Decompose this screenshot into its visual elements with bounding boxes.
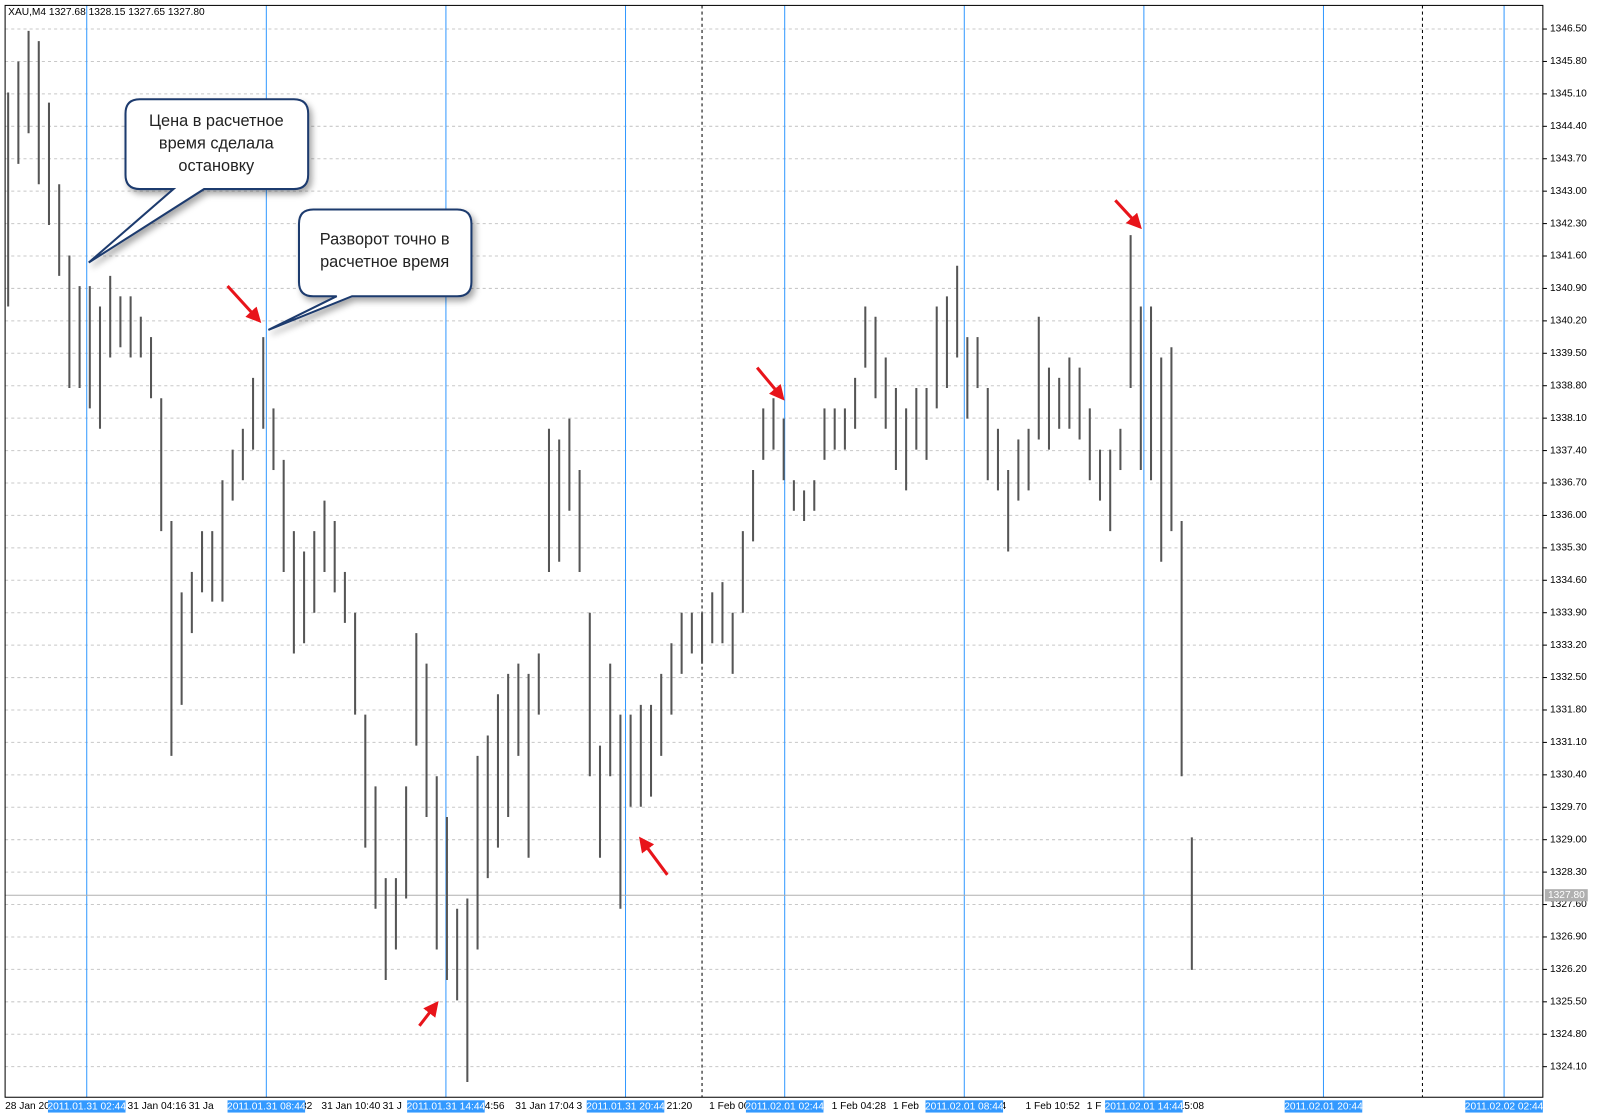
x-tick-label: 1 Feb 10:52 — [1026, 1101, 1081, 1112]
y-tick-label: 1326.20 — [1550, 964, 1587, 975]
x-tick-label: 31 Jan 10:40 — [321, 1101, 380, 1112]
y-tick-label: 1324.80 — [1550, 1029, 1587, 1040]
y-tick-label: 1330.40 — [1550, 770, 1587, 781]
arrow — [418, 1000, 439, 1027]
x-tick-label: 1 F — [1087, 1101, 1102, 1112]
y-tick-label: 1343.70 — [1550, 153, 1587, 164]
y-tick-label: 1329.70 — [1550, 802, 1587, 813]
y-tick-label: 1344.40 — [1550, 121, 1587, 132]
x-tick-label: 31 J — [383, 1101, 402, 1112]
red-arrows — [226, 199, 1142, 1027]
arrow — [1114, 199, 1142, 230]
x-tick-label: 28 Jan 201 — [5, 1101, 56, 1112]
x-tick-label: 3 — [577, 1101, 583, 1112]
y-tick-label: 1337.40 — [1550, 445, 1587, 456]
labels: 1346.50 1345.80 1345.10 1344.40 1343.70 1343.… — [5, 24, 1588, 1113]
x-tick-label: 32 — [301, 1101, 313, 1112]
y-tick-label: 1331.80 — [1550, 705, 1587, 716]
x-tick-label: 31 Jan 04:16 — [128, 1101, 187, 1112]
callout-text: время сделала — [159, 134, 275, 152]
x-tick-label: 1 Feb 04:28 — [832, 1101, 887, 1112]
time-line-label: 2011.01.31 14:44 — [407, 1102, 486, 1113]
y-tick-label: 1339.50 — [1550, 348, 1587, 359]
time-line-label-bg — [407, 1100, 485, 1113]
time-line-label-bg — [227, 1100, 306, 1113]
y-tick-label: 1338.10 — [1550, 413, 1587, 424]
y-tick-label: 1332.50 — [1550, 672, 1587, 683]
y-tick-label: 1331.10 — [1550, 737, 1587, 748]
y-tick-label: 1345.10 — [1550, 89, 1587, 100]
y-tick-label: 1329.00 — [1550, 834, 1587, 845]
y-tick-label: 1341.60 — [1550, 251, 1587, 262]
arrow — [638, 836, 669, 876]
time-line-label: 2011.01.31 08:44 — [227, 1102, 306, 1113]
x-tick-label: 1 Feb 00 — [709, 1101, 750, 1112]
y-tick-label: 1340.90 — [1550, 283, 1587, 294]
time-line-label: 2011.02.02 02:44 — [1465, 1102, 1544, 1113]
time-line-label: 2011.02.01 20:44 — [1284, 1102, 1363, 1113]
grid — [5, 5, 1547, 1098]
y-tick-label: 1328.30 — [1550, 867, 1587, 878]
y-tick-label: 1324.10 — [1550, 1061, 1587, 1072]
y-tick-label: 1336.70 — [1550, 478, 1587, 489]
callout — [267, 208, 473, 331]
y-tick-label: 1345.80 — [1550, 56, 1587, 67]
arrow — [755, 366, 785, 401]
time-line-label-bg — [586, 1100, 665, 1113]
x-tick-label: 15:08 — [1179, 1101, 1205, 1112]
y-tick-label: 1342.30 — [1550, 218, 1587, 229]
y-tick-label: 1327.60 — [1550, 899, 1587, 910]
x-tick-label: 1 Feb — [893, 1101, 919, 1112]
time-line-label-bg — [1284, 1100, 1363, 1113]
y-tick-label: 1335.30 — [1550, 543, 1587, 554]
y-tick-label: 1333.20 — [1550, 640, 1587, 651]
y-tick-label: 1346.50 — [1550, 24, 1587, 35]
x-tick-label: n 21:20 — [658, 1101, 692, 1112]
y-tick-label: 1325.50 — [1550, 997, 1587, 1008]
x-tick-label: 31 Ja — [189, 1101, 214, 1112]
callout-text: расчетное время — [320, 253, 449, 271]
marks — [7, 30, 1193, 1082]
time-line-label-bg — [47, 1100, 126, 1113]
time-line-label: 2011.02.01 08:44 — [925, 1102, 1004, 1113]
plot-frame — [4, 4, 1544, 1098]
callout — [88, 98, 310, 264]
x-tick-label: 4:56 — [485, 1101, 505, 1112]
arrow — [226, 284, 262, 323]
y-tick-label: 1334.60 — [1550, 575, 1587, 586]
current-price-bg — [1544, 889, 1588, 902]
chart-title: XAU,M4 1327.68 1328.15 1327.65 1327.80 — [8, 7, 205, 18]
y-tick-label: 1333.90 — [1550, 607, 1587, 618]
time-line-label: 2011.01.31 20:44 — [586, 1102, 665, 1113]
time-line-label: 2011.01.31 02:44 — [47, 1102, 126, 1113]
time-line-label-bg — [1465, 1100, 1543, 1113]
y-tick-label: 1343.00 — [1550, 186, 1587, 197]
time-line-label-bg — [925, 1100, 1004, 1113]
y-tick-label: 1326.90 — [1550, 932, 1587, 943]
time-line-label-bg — [1105, 1100, 1183, 1113]
y-tick-label: 1338.80 — [1550, 380, 1587, 391]
y-tick-label: 1340.20 — [1550, 316, 1587, 327]
x-tick-label: 31 Jan 17:04 — [515, 1101, 574, 1112]
time-line-label: 2011.02.01 02:44 — [745, 1102, 824, 1113]
time-line-label-bg — [745, 1100, 824, 1113]
current-price-label: 1327.80 — [1548, 890, 1585, 901]
y-tick-label: 1336.00 — [1550, 510, 1587, 521]
callout-text: Разворот точно в — [320, 230, 450, 248]
time-line-label: 2011.02.01 14:44 — [1105, 1102, 1184, 1113]
callout-text: Цена в расчетное — [149, 112, 284, 130]
callout-text: остановку — [178, 157, 255, 175]
